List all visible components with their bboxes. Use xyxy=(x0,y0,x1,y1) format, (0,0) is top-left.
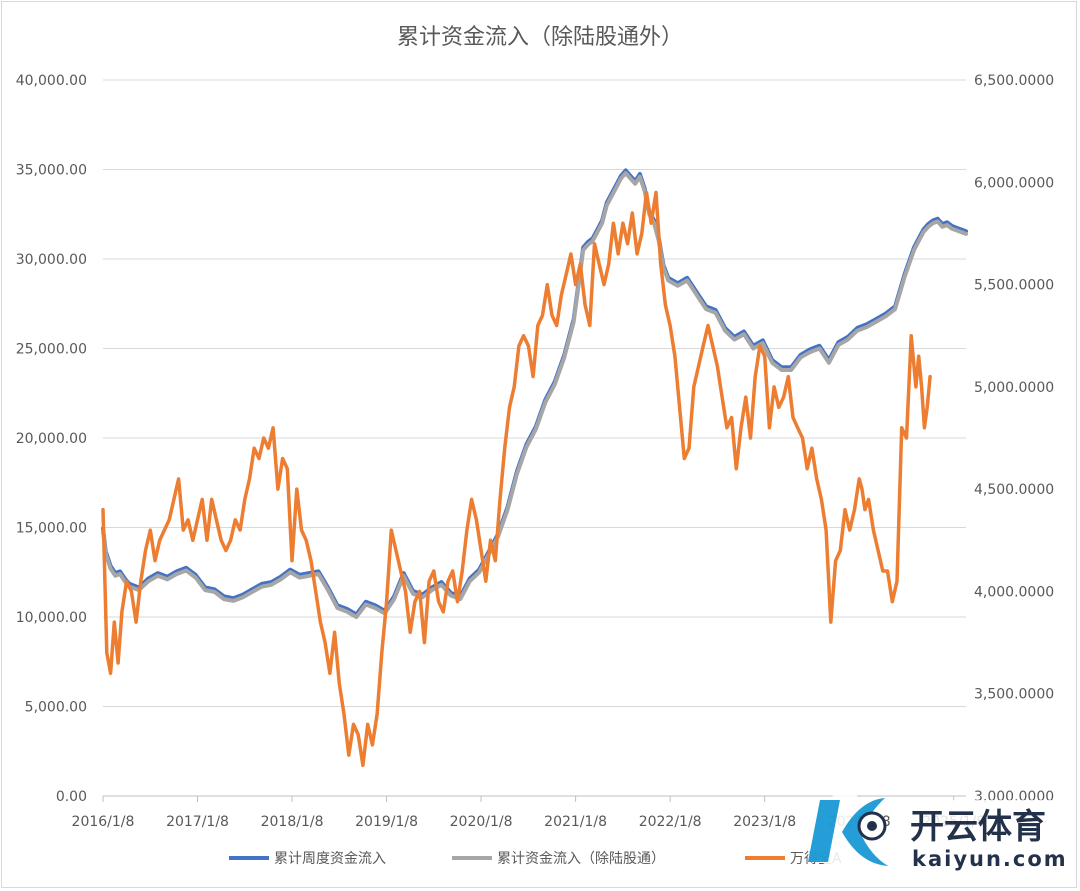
x-tick-label: 2017/1/8 xyxy=(166,814,229,830)
x-tick-label: 2023/1/8 xyxy=(733,814,796,830)
series-lines xyxy=(101,168,968,768)
y-right-tick-label: 5,000.0000 xyxy=(974,380,1054,396)
y-left-tick-label: 30,000.00 xyxy=(16,252,87,268)
x-tick-label: 2020/1/8 xyxy=(450,814,513,830)
y-right-tick-label: 3,500.0000 xyxy=(974,687,1054,703)
y-right-tick-label: 6,000.0000 xyxy=(974,175,1054,191)
y-left-tick-label: 40,000.00 xyxy=(16,73,87,89)
y-right-tick-label: 4,000.0000 xyxy=(974,584,1054,600)
watermark-brand-cn: 开云体育 xyxy=(910,807,1046,847)
x-tick-label: 2019/1/8 xyxy=(355,814,418,830)
x-tick-label: 2016/1/8 xyxy=(72,814,135,830)
series-line-weekly-inflow xyxy=(101,168,968,617)
series-line-wind-all-a xyxy=(101,190,932,768)
y-right-tick-label: 6,500.0000 xyxy=(974,73,1054,89)
legend-item-cumulative-inflow[interactable]: 累计资金流入（除陆股通） xyxy=(452,851,665,867)
y-left-tick-label: 5,000.00 xyxy=(25,700,87,716)
x-tick-label: 2022/1/8 xyxy=(639,814,702,830)
series-line-cumulative-inflow xyxy=(101,171,968,619)
y-right-tick-label: 5,500.0000 xyxy=(974,278,1054,294)
y-left-tick-label: 20,000.00 xyxy=(16,431,87,447)
watermark: 开云体育 kaiyun.com xyxy=(807,794,1070,875)
legend: 累计周度资金流入 累计资金流入（除陆股通） 万得全A xyxy=(229,850,842,867)
y-left-tick-label: 10,000.00 xyxy=(16,610,87,626)
legend-item-weekly-inflow[interactable]: 累计周度资金流入 xyxy=(229,851,386,867)
gridlines xyxy=(103,79,966,797)
legend-label-weekly-inflow: 累计周度资金流入 xyxy=(274,851,386,867)
y-right-tick-label: 4,500.0000 xyxy=(974,482,1054,498)
x-tick-label: 2021/1/8 xyxy=(544,814,607,830)
watermark-brand-en: kaiyun.com xyxy=(912,847,1068,871)
y-left-tick-label: 25,000.00 xyxy=(16,342,87,358)
legend-label-cumulative-inflow: 累计资金流入（除陆股通） xyxy=(497,851,665,867)
y-left-tick-label: 35,000.00 xyxy=(16,163,87,179)
y-left-tick-label: 0.00 xyxy=(56,789,87,805)
kaiyun-logo-icon xyxy=(807,794,888,870)
x-tick-label: 2018/1/8 xyxy=(261,814,324,830)
y-left-tick-label: 15,000.00 xyxy=(16,521,87,537)
right-axis: 3,000.00003,500.00004,000.00004,500.0000… xyxy=(974,73,1054,805)
chart-title: 累计资金流入（除陆股通外） xyxy=(397,25,683,50)
left-axis: 0.00 5,000.00 10,000.00 15,000.00 20,000.00 2… xyxy=(16,73,87,805)
